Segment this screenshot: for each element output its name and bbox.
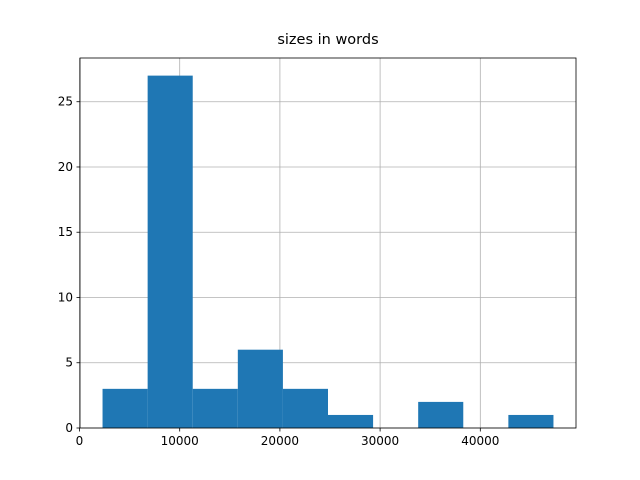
bar (237, 349, 283, 428)
x-tick-label: 0 (76, 434, 84, 448)
axes-layer: 0 10000 20000 30000 40000 0 5 10 15 20 25 (58, 57, 577, 448)
chart-title: sizes in words (277, 32, 378, 48)
bar (282, 388, 328, 428)
y-tick-label: 5 (65, 356, 73, 370)
x-tick-label: 30000 (361, 434, 399, 448)
x-tick-label: 10000 (161, 434, 199, 448)
bar (508, 414, 554, 428)
y-tick-label: 0 (65, 421, 73, 435)
bar (418, 401, 464, 428)
x-tick-label: 20000 (261, 434, 299, 448)
y-tick-label: 20 (58, 160, 73, 174)
bar (147, 75, 193, 428)
bar (328, 414, 374, 428)
y-tick-label: 25 (58, 95, 73, 109)
plot-frame (79, 57, 577, 429)
bar (102, 388, 148, 428)
bar (192, 388, 238, 428)
y-tick-label: 10 (58, 290, 73, 304)
x-tick-label: 40000 (461, 434, 499, 448)
y-tick-label: 15 (58, 225, 73, 239)
bar-layer (102, 75, 554, 428)
